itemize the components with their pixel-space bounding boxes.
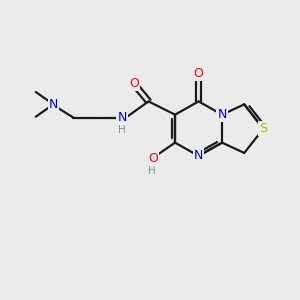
Text: N: N xyxy=(194,149,203,162)
Text: O: O xyxy=(194,67,203,80)
Text: N: N xyxy=(49,98,58,111)
Text: H: H xyxy=(148,166,156,176)
Text: N: N xyxy=(218,108,227,121)
Text: H: H xyxy=(118,125,125,135)
Text: O: O xyxy=(129,77,139,90)
Text: N: N xyxy=(117,111,127,124)
Text: S: S xyxy=(260,122,267,135)
Text: O: O xyxy=(148,152,158,165)
